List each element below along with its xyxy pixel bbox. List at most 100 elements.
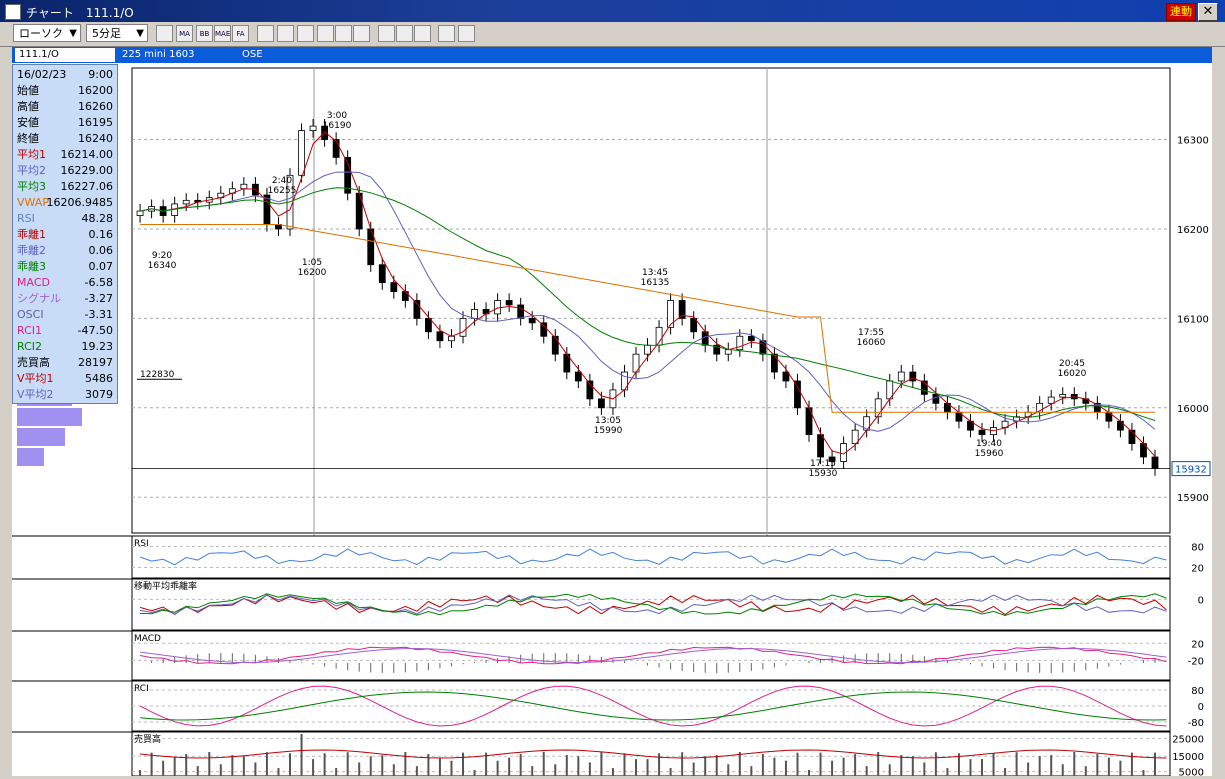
annotation-price: 16135 xyxy=(641,278,670,288)
data-row: MACD -6.58 xyxy=(17,275,113,291)
candle-body xyxy=(448,335,455,342)
candle-body xyxy=(1128,429,1136,444)
interval-value: 5分足 xyxy=(92,27,121,40)
chart-settings-icon[interactable] xyxy=(156,25,173,42)
data-key: RSI xyxy=(17,212,35,225)
data-value: 16206.9485 xyxy=(46,196,113,209)
macd-label: MACD xyxy=(134,634,161,644)
candle-body xyxy=(517,304,525,319)
data-value: 3079 xyxy=(85,388,113,401)
candle-body xyxy=(840,443,848,462)
candle-body xyxy=(436,331,444,342)
volume-tick: 25000 xyxy=(1172,735,1204,746)
data-key: 始値 xyxy=(17,84,39,97)
annotation-time: 17:15 xyxy=(810,459,836,469)
y-tick-label: 16000 xyxy=(1177,404,1209,415)
ma3-line xyxy=(140,187,1156,421)
link-button[interactable]: 連動 xyxy=(1166,3,1196,21)
contract-name: 225 mini 1603 xyxy=(122,49,195,60)
search-icon[interactable] xyxy=(438,25,455,42)
candle-body xyxy=(782,371,790,382)
data-key: 平均1 xyxy=(17,148,46,161)
annotation-time: 3:00 xyxy=(327,111,347,121)
data-value: 48.28 xyxy=(81,212,114,225)
candle-body xyxy=(540,322,548,337)
candle-body xyxy=(505,300,513,306)
annotation-price: 16020 xyxy=(1058,369,1087,379)
annotation-time: 17:55 xyxy=(858,328,884,338)
annotation-time: 2:40 xyxy=(272,176,292,186)
candle-body xyxy=(932,393,940,404)
pen-icon[interactable] xyxy=(378,25,395,42)
chart-window[interactable]: 16300 16200 16100 16000 15900 9:20 16340 2:40 16… xyxy=(12,63,1212,779)
chart-app-icon xyxy=(5,4,21,20)
price-chart-svg[interactable]: 16300162001610016000159009:20163402:4016… xyxy=(12,63,1212,779)
candle-body xyxy=(644,344,651,355)
data-row: 高値 16260 xyxy=(17,99,113,115)
data-value: 19.23 xyxy=(81,340,114,353)
data-key: 平均3 xyxy=(17,180,46,193)
eraser-icon[interactable] xyxy=(414,25,431,42)
data-key: RCI1 xyxy=(17,324,43,337)
data-row: RCI2 19.23 xyxy=(17,339,113,355)
window-title: チャート 111.1/O xyxy=(26,6,134,20)
macd-tick: 20 xyxy=(1191,639,1204,650)
y-tick-label: 16300 xyxy=(1177,136,1209,147)
data-row: 平均3 16227.06 xyxy=(17,179,113,195)
title-bar: チャート 111.1/O 連動 ✕ xyxy=(0,0,1225,22)
kairi3-line xyxy=(140,593,1167,617)
data-value: 28197 xyxy=(78,356,113,369)
data-value: -6.58 xyxy=(84,276,113,289)
trend-icon[interactable] xyxy=(353,25,370,42)
data-key: 終値 xyxy=(17,132,39,145)
candle-body xyxy=(598,398,605,409)
cursor-icon[interactable] xyxy=(396,25,413,42)
candle-body xyxy=(851,429,859,444)
vwap-line xyxy=(140,224,1155,413)
candle-body xyxy=(332,139,340,158)
data-row: VWAP 16206.9485 xyxy=(17,195,113,211)
bb-icon[interactable]: BB xyxy=(196,25,213,42)
y-tick-label: 15900 xyxy=(1177,493,1209,504)
candle-body xyxy=(298,130,305,176)
chart-style-select[interactable]: ローソク ▼ xyxy=(13,24,81,42)
calc-icon[interactable] xyxy=(335,25,352,42)
line-icon[interactable] xyxy=(257,25,274,42)
candle-body xyxy=(240,183,248,190)
data-row: 平均2 16229.00 xyxy=(17,163,113,179)
candle-body xyxy=(471,309,478,319)
close-icon[interactable]: ✕ xyxy=(1198,3,1218,21)
data-row: 平均1 16214.00 xyxy=(17,147,113,163)
annotation-time: 13:45 xyxy=(642,268,668,278)
fa-icon[interactable]: FA xyxy=(232,25,249,42)
data-key: 高値 xyxy=(17,100,39,113)
draw-icon[interactable] xyxy=(297,25,314,42)
data-row: 乖離1 0.16 xyxy=(17,227,113,243)
kairi-label: 移動平均乖離率 xyxy=(134,580,197,592)
macd-tick: -20 xyxy=(1188,656,1204,667)
crosshair-icon[interactable] xyxy=(277,25,294,42)
zoom-icon[interactable] xyxy=(317,25,334,42)
data-key: 乖離2 xyxy=(17,244,46,257)
candle-body xyxy=(1151,456,1159,470)
data-key: MACD xyxy=(17,276,50,289)
erase-all-icon[interactable] xyxy=(458,25,475,42)
ma-icon[interactable]: MA xyxy=(176,25,193,42)
data-value: 0.07 xyxy=(88,260,114,273)
candle-body xyxy=(586,380,594,400)
volume-label: 売買高 xyxy=(134,733,161,745)
symbol-code[interactable]: 111.1/O xyxy=(15,48,115,62)
candle-body xyxy=(309,125,317,131)
candle-body xyxy=(182,199,190,205)
data-row: 16/02/23 9:00 xyxy=(17,67,113,83)
interval-select[interactable]: 5分足 ▼ xyxy=(86,24,148,42)
kairi1-line xyxy=(139,594,1167,616)
rsi-pane xyxy=(131,535,1171,579)
data-value: 0.16 xyxy=(88,228,114,241)
annotation-price: 16060 xyxy=(857,338,886,348)
rsi-tick: 80 xyxy=(1191,543,1204,554)
data-key: V平均1 xyxy=(17,372,54,385)
mae-icon[interactable]: MAE xyxy=(214,25,231,42)
annotation-price: 16340 xyxy=(148,261,177,271)
y-tick-label: 16100 xyxy=(1177,314,1209,325)
